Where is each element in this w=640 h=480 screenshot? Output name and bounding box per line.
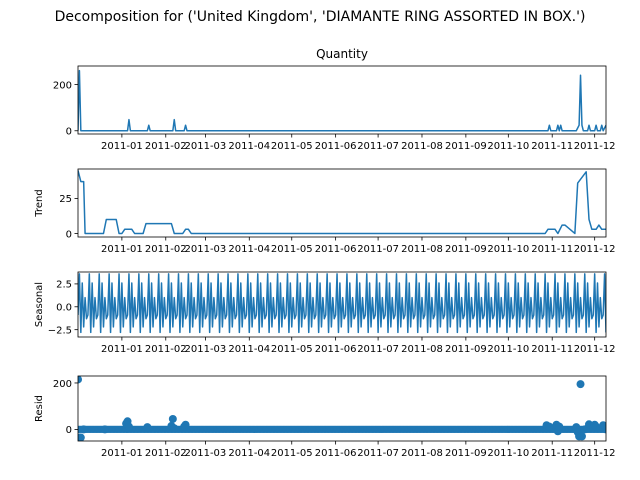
resid-point [124,422,133,431]
x-tick-label: 2011-03 [185,244,227,255]
plot-area [78,170,606,235]
x-tick-label: 2011-06 [315,141,357,152]
resid-point [143,423,152,432]
x-tick-label: 2011-02 [145,244,187,255]
x-tick-label: 2011-02 [145,448,187,459]
axes-frame [77,65,607,135]
x-tick-label: 2011-09 [445,344,487,355]
y-tick-label: 200 [53,379,72,390]
y-tick-label: 0 [66,425,72,436]
x-tick-label: 2011-11 [531,344,573,355]
x-tick-label: 2011-07 [357,141,399,152]
x-tick-label: 2011-04 [228,141,270,152]
x-tick-label: 2011-11 [531,448,573,459]
x-tick-label: 2011-09 [445,244,487,255]
x-tick-label: 2011-06 [315,448,357,459]
y-tick-label: 25 [59,194,72,205]
x-tick-label: 2011-05 [271,344,313,355]
y-tick-label: 0 [66,229,72,240]
y-tick-label: 2.5 [56,280,72,291]
axes-frame [77,168,607,238]
resid-point [555,422,564,431]
x-tick-label: 2011-05 [271,448,313,459]
plot-area [78,273,606,334]
x-tick-label: 2011-12 [574,448,616,459]
x-tick-label: 2011-04 [228,344,270,355]
series-line [78,69,606,132]
x-tick-label: 2011-10 [487,448,529,459]
plot-area [78,376,606,441]
x-tick-label: 2011-10 [487,344,529,355]
x-tick-label: 2011-02 [145,141,187,152]
x-tick-label: 2011-07 [357,244,399,255]
x-tick-label: 2011-08 [401,448,443,459]
x-tick-label: 2011-03 [185,344,227,355]
x-tick-label: 2011-05 [271,244,313,255]
resid-point [100,425,109,434]
resid-point [576,380,585,389]
x-tick-label: 2011-03 [185,141,227,152]
y-axis-label: Resid [34,395,45,422]
x-tick-label: 2011-11 [531,244,573,255]
x-tick-label: 2011-04 [228,448,270,459]
series-line [78,273,606,334]
x-tick-label: 2011-01 [101,141,143,152]
x-tick-label: 2011-01 [101,344,143,355]
x-tick-label: 2011-06 [315,344,357,355]
x-tick-label: 2011-09 [445,141,487,152]
x-tick-label: 2011-09 [445,448,487,459]
x-tick-label: 2011-06 [315,244,357,255]
y-tick-label: 0.0 [56,303,72,314]
resid-point [602,425,606,434]
x-tick-label: 2011-12 [574,244,616,255]
x-tick-label: 2011-10 [487,244,529,255]
resid-point [78,433,85,441]
x-tick-label: 2011-03 [185,448,227,459]
series-line [78,170,606,235]
x-tick-label: 2011-07 [357,448,399,459]
x-tick-label: 2011-05 [271,141,313,152]
resid-point [168,414,177,423]
x-tick-label: 2011-10 [487,141,529,152]
resid-point [577,432,586,441]
x-tick-label: 2011-11 [531,141,573,152]
x-tick-label: 2011-08 [401,344,443,355]
x-tick-label: 2011-12 [574,141,616,152]
resid-point [78,376,82,384]
y-tick-label: 200 [53,80,72,91]
resid-point [79,425,88,434]
resid-point [545,422,554,431]
resid-point [181,420,190,429]
x-tick-label: 2011-01 [101,448,143,459]
x-tick-label: 2011-08 [401,141,443,152]
subplot-title: Quantity [316,47,368,61]
plot-area [78,69,606,132]
axes-frame [77,375,607,442]
x-tick-label: 2011-12 [574,344,616,355]
axes-frame [77,271,607,338]
y-axis-label: Trend [34,189,45,217]
y-axis-label: Seasonal [34,282,45,327]
y-tick-label: −2.5 [48,325,72,336]
x-tick-label: 2011-04 [228,244,270,255]
x-tick-label: 2011-01 [101,244,143,255]
x-tick-label: 2011-08 [401,244,443,255]
figure-suptitle: Decomposition for ('United Kingdom', 'DI… [55,9,586,25]
y-tick-label: 0 [66,127,72,138]
x-tick-label: 2011-02 [145,344,187,355]
x-tick-label: 2011-07 [357,344,399,355]
resid-point [170,424,179,433]
